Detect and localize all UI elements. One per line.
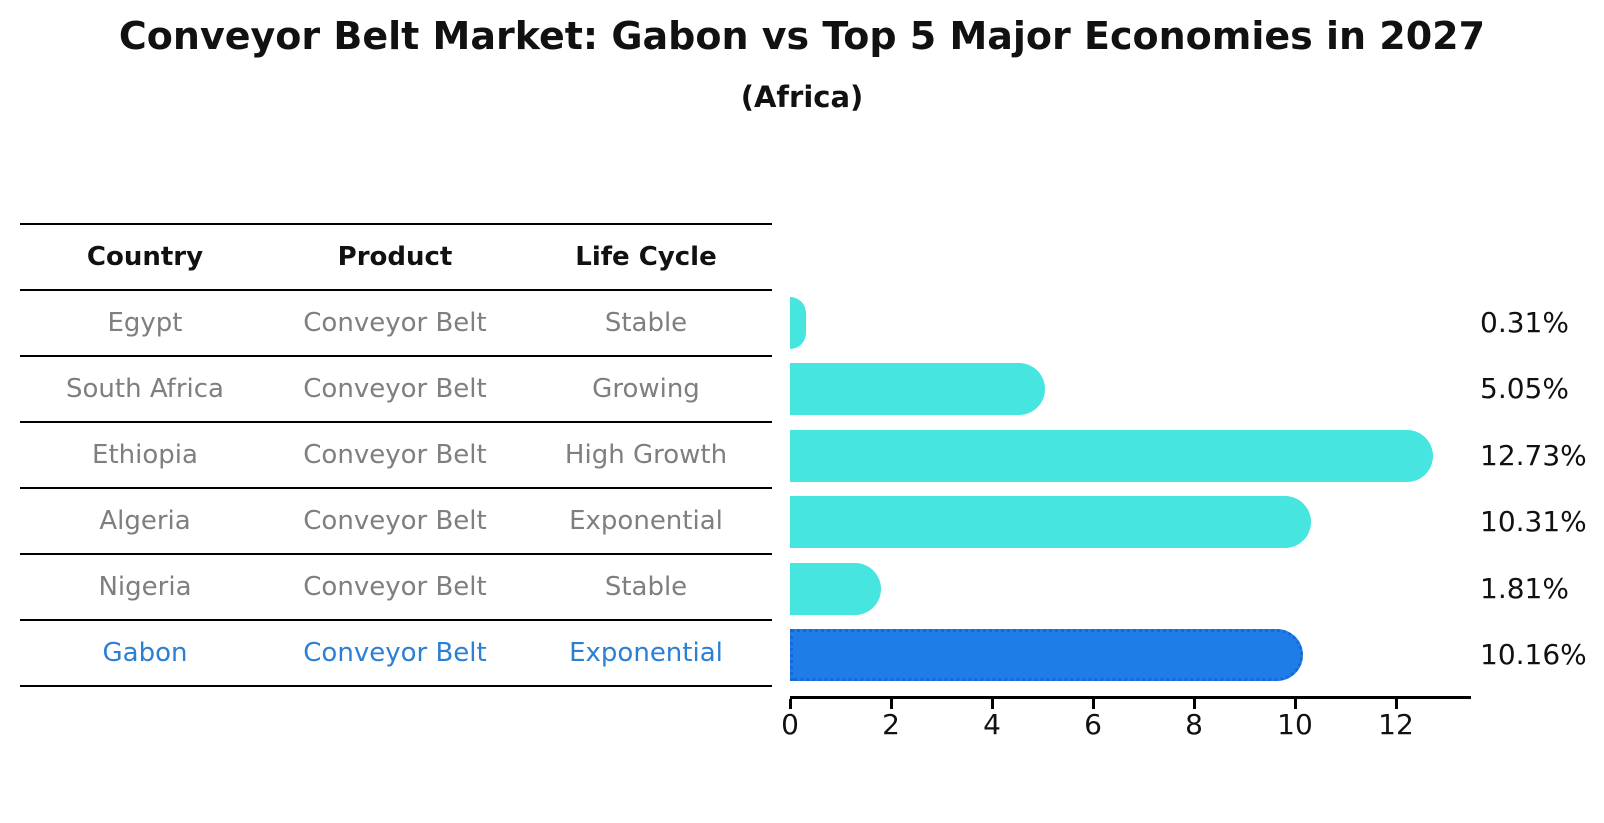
bar-south-africa [790, 363, 1045, 416]
bar-gabon [790, 629, 1304, 682]
cell-product: Conveyor Belt [303, 572, 487, 602]
cell-country: Nigeria [98, 572, 192, 602]
x-tick-label: 4 [983, 708, 1001, 741]
x-tick [1192, 699, 1196, 709]
x-tick [1091, 699, 1095, 709]
cell-product: Conveyor Belt [303, 374, 487, 404]
value-label-ethiopia: 12.73% [1480, 438, 1587, 472]
x-tick-label: 10 [1277, 708, 1313, 741]
cell-country: Gabon [102, 638, 188, 668]
table-row-algeria: Algeria Conveyor Belt Exponential [20, 489, 772, 555]
x-tick [889, 699, 893, 709]
cell-life-cycle: High Growth [564, 440, 728, 470]
bar-plot-area [790, 290, 1470, 689]
cell-life-cycle: Exponential [569, 506, 723, 536]
x-tick-label: 2 [882, 708, 900, 741]
x-tick [1293, 699, 1297, 709]
bar-slot [790, 290, 1470, 357]
cell-product: Conveyor Belt [303, 638, 487, 668]
bar-slot [790, 423, 1470, 490]
cell-country: Algeria [99, 506, 191, 536]
table-row-gabon: Gabon Conveyor Belt Exponential [20, 621, 772, 687]
x-tick-label: 12 [1378, 708, 1414, 741]
cell-life-cycle: Stable [604, 572, 688, 602]
column-header-product: Product [337, 242, 453, 272]
x-tick [788, 699, 792, 709]
value-label-south-africa: 5.05% [1480, 372, 1569, 405]
column-header-country: Country [86, 242, 204, 272]
bar-algeria [790, 496, 1311, 549]
x-tick [1394, 699, 1398, 709]
value-label-algeria: 10.31% [1480, 505, 1587, 538]
country-table: Country Product Life Cycle Egypt Conveyo… [20, 223, 772, 687]
bar-egypt [790, 296, 806, 349]
cell-country: Egypt [107, 308, 183, 338]
x-tick-label: 0 [781, 708, 799, 741]
cell-life-cycle: Exponential [569, 638, 723, 668]
table-header-row: Country Product Life Cycle [20, 225, 772, 291]
bar-slot [790, 556, 1470, 623]
cell-life-cycle: Growing [592, 374, 700, 404]
bar-ethiopia [790, 429, 1433, 482]
value-label-gabon: 10.16% [1480, 638, 1587, 671]
cell-life-cycle: Stable [604, 308, 688, 338]
bar-slot [790, 622, 1470, 689]
value-label-egypt: 0.31% [1480, 305, 1569, 339]
bar-slot [790, 489, 1470, 556]
value-label-column: 0.31% 5.05% 12.73% 10.31% 1.81% 10.16% [1480, 290, 1587, 689]
table-row-south-africa: South Africa Conveyor Belt Growing [20, 357, 772, 423]
x-tick [990, 699, 994, 709]
bar-nigeria [790, 562, 882, 615]
cell-country: Ethiopia [92, 440, 198, 470]
x-axis-line [790, 696, 1471, 699]
x-tick-label: 8 [1185, 708, 1203, 741]
cell-product: Conveyor Belt [303, 440, 487, 470]
bar-slot [790, 356, 1470, 423]
chart-subtitle: (Africa) [740, 80, 864, 114]
cell-product: Conveyor Belt [303, 506, 487, 536]
chart-title: Conveyor Belt Market: Gabon vs Top 5 Maj… [118, 14, 1486, 58]
table-row-ethiopia: Ethiopia Conveyor Belt High Growth [20, 423, 772, 489]
cell-product: Conveyor Belt [303, 308, 487, 338]
cell-country: South Africa [66, 374, 224, 404]
value-label-nigeria: 1.81% [1480, 571, 1569, 605]
table-row-egypt: Egypt Conveyor Belt Stable [20, 291, 772, 357]
x-tick-label: 6 [1084, 708, 1102, 741]
column-header-life-cycle: Life Cycle [575, 242, 717, 272]
table-row-nigeria: Nigeria Conveyor Belt Stable [20, 555, 772, 621]
